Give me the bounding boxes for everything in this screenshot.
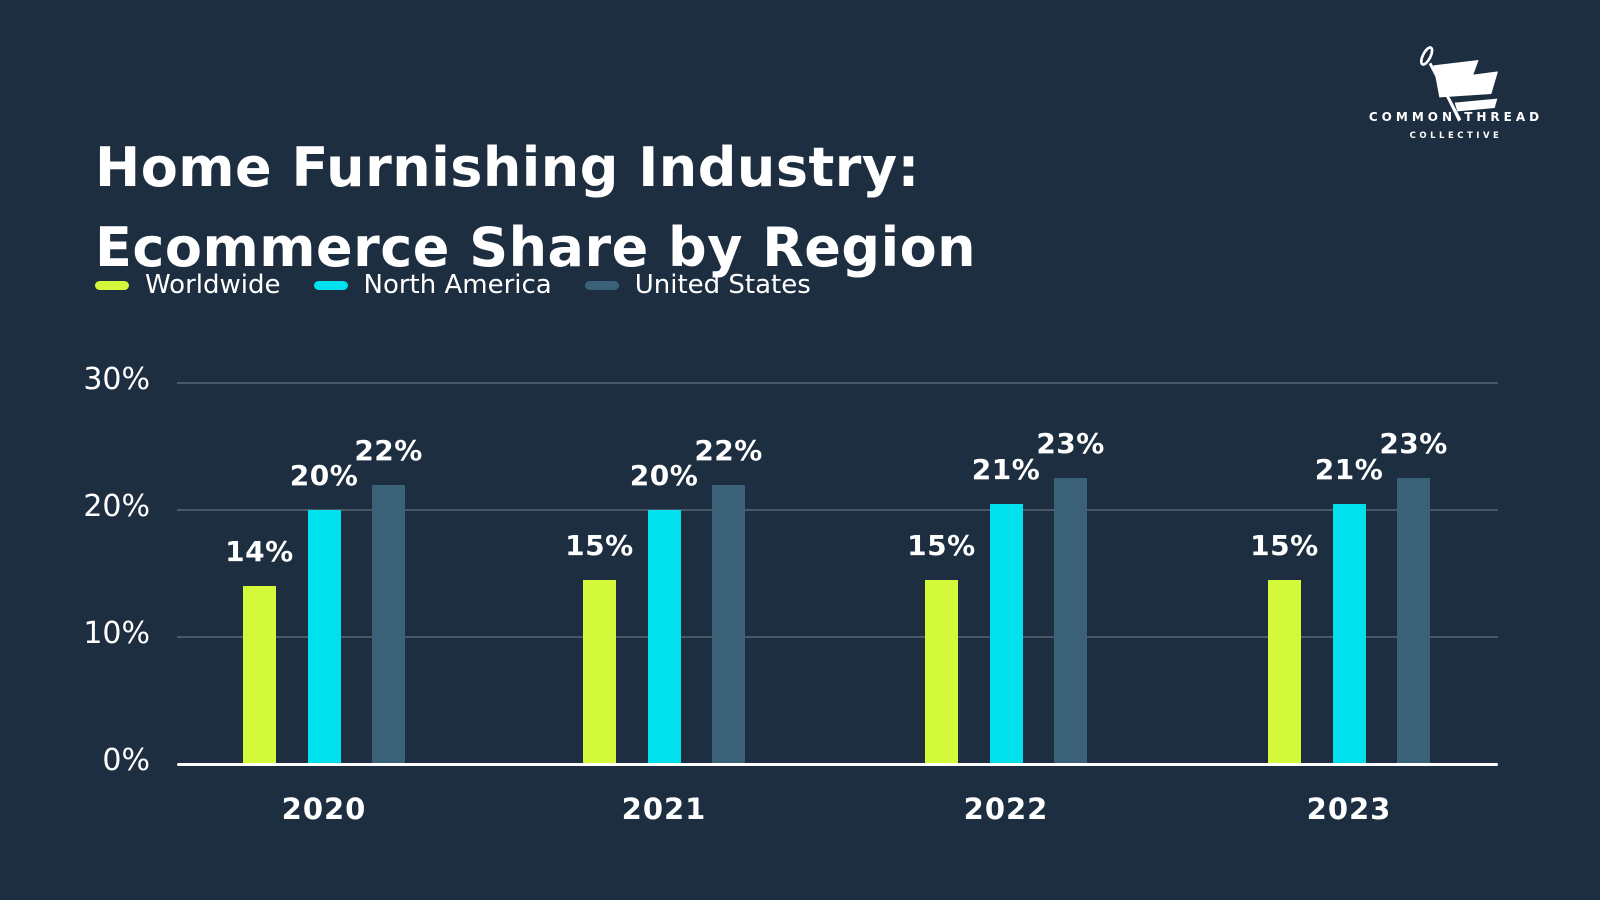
chart-legend: Worldwide North America United States — [95, 270, 811, 300]
legend-item-worldwide: Worldwide — [95, 270, 281, 300]
logo-wordmark: COMMON THREAD — [1368, 110, 1544, 124]
x-axis-line — [177, 762, 1498, 766]
bar-united-states-2020 — [372, 484, 406, 764]
legend-label: Worldwide — [145, 270, 281, 300]
bar-value-label-united-states-2020: 22% — [354, 433, 423, 467]
bar-north-america-2020 — [307, 510, 341, 764]
legend-label: North America — [363, 270, 552, 300]
logo-subtext: COLLECTIVE — [1409, 131, 1503, 141]
title-line-1: Home Furnishing Industry: — [95, 136, 920, 200]
bar-worldwide-2021 — [582, 579, 616, 764]
x-tick-label-2023: 2023 — [1306, 792, 1392, 826]
x-tick-label-2022: 2022 — [963, 792, 1049, 826]
gridline-30% — [177, 382, 1498, 384]
legend-swatch-north-america — [313, 280, 348, 290]
legend-item-north-america: North America — [313, 270, 552, 300]
logo: COMMON THREAD COLLECTIVE — [1346, 42, 1566, 141]
legend-label: United States — [634, 270, 811, 300]
needle-flag-icon — [1419, 46, 1498, 122]
bar-worldwide-2020 — [242, 586, 276, 764]
bar-north-america-2023 — [1332, 503, 1366, 764]
bar-value-label-united-states-2021: 22% — [694, 433, 763, 467]
bar-north-america-2021 — [647, 510, 681, 764]
gridline-20% — [177, 509, 1498, 511]
y-tick-label-20%: 20% — [83, 489, 150, 524]
bar-value-label-north-america-2022: 21% — [971, 452, 1041, 486]
bar-value-label-north-america-2020: 20% — [289, 459, 359, 492]
legend-swatch-worldwide — [95, 280, 129, 290]
y-tick-label-30%: 30% — [83, 362, 150, 397]
bar-value-label-united-states-2023: 23% — [1379, 427, 1448, 461]
page-title: Home Furnishing Industry: Ecommerce Shar… — [95, 128, 976, 288]
bar-value-label-worldwide-2021: 15% — [565, 528, 634, 562]
bar-united-states-2023 — [1397, 478, 1431, 764]
bar-united-states-2022 — [1054, 478, 1088, 764]
bar-value-label-north-america-2023: 21% — [1314, 452, 1384, 486]
bar-value-label-worldwide-2023: 15% — [1250, 528, 1319, 562]
bar-value-label-worldwide-2022: 15% — [907, 528, 976, 562]
y-tick-label-0%: 0% — [102, 743, 150, 778]
bar-north-america-2022 — [989, 503, 1023, 764]
bar-worldwide-2023 — [1267, 579, 1301, 764]
y-tick-label-10%: 10% — [83, 616, 150, 651]
legend-item-united-states: United States — [584, 270, 811, 300]
x-tick-label-2021: 2021 — [621, 792, 707, 826]
bar-worldwide-2022 — [924, 579, 958, 764]
x-tick-label-2020: 2020 — [281, 792, 367, 826]
bar-united-states-2021 — [712, 484, 746, 764]
legend-swatch-united-states — [584, 280, 619, 290]
bar-value-label-north-america-2021: 20% — [629, 459, 699, 492]
bar-value-label-worldwide-2020: 14% — [225, 535, 294, 569]
bar-value-label-united-states-2022: 23% — [1036, 427, 1105, 461]
gridline-10% — [177, 636, 1498, 638]
title-line-2: Ecommerce Share by Region — [95, 216, 977, 280]
